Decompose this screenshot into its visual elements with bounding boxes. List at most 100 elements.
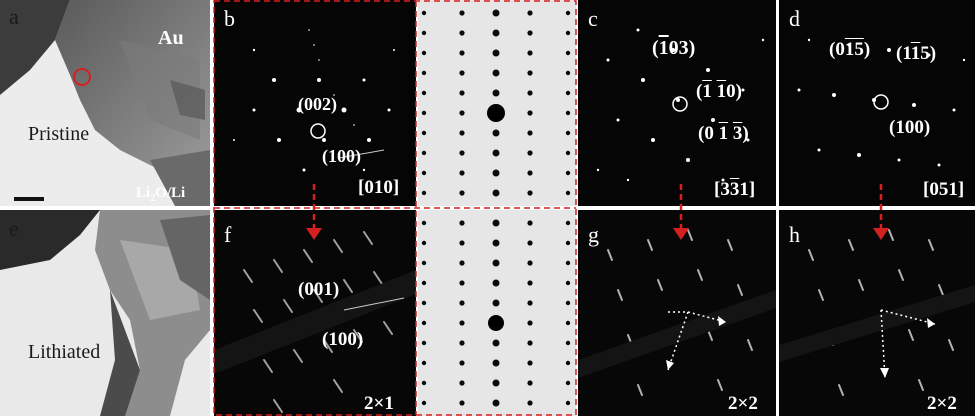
simulated-bottom-spot (459, 260, 465, 266)
simulated-bottom-spot (459, 320, 465, 326)
simulated-top-spot (459, 130, 465, 136)
panel-label-h: h (789, 222, 800, 247)
simulated-top-spot (492, 69, 500, 77)
simulated-top-spot (459, 170, 465, 176)
zone-axis-d: [051] (923, 179, 965, 200)
simulated-bottom-spot (492, 299, 500, 307)
simulated-spots-top (421, 9, 571, 197)
simulated-bottom-spot (565, 380, 571, 386)
superstructure-f: 2×1 (364, 393, 394, 414)
simulated-bottom-spot (421, 300, 427, 306)
panel-f-diffraction: f (001) (100) 2×1 (214, 210, 416, 416)
simulated-top-spot (527, 70, 533, 76)
panel-label-g: g (588, 222, 599, 247)
simulated-top-spot (459, 110, 465, 116)
simulated-top-spot (421, 150, 427, 156)
pristine-label: Pristine (28, 123, 90, 145)
simulated-bottom-spot (421, 320, 427, 326)
diffraction-streaks-g (578, 229, 776, 396)
simulated-bottom-spot (492, 279, 500, 287)
li2o-li-label: Li2O/Li (136, 185, 186, 204)
simulated-bottom-spot (421, 340, 427, 346)
simulated-top-spot (565, 90, 571, 96)
simulated-pattern-top (418, 0, 576, 206)
simulated-bottom-spot (421, 260, 427, 266)
simulated-top-spot (421, 170, 427, 176)
simulated-bottom-spot (421, 220, 427, 226)
simulated-bottom-spot (527, 280, 533, 286)
simulated-bottom-spot (565, 360, 571, 366)
simulated-top-spot (527, 50, 533, 56)
simulated-top-spot (565, 190, 571, 196)
simulated-bottom-spot (421, 280, 427, 286)
lithiated-label: Lithiated (28, 341, 101, 363)
simulated-top-spot (459, 30, 465, 36)
simulated-top-spot (421, 10, 427, 16)
simulated-top-spot (421, 130, 427, 136)
simulated-bottom-spot (565, 320, 571, 326)
simulated-bottom-spot (459, 220, 465, 226)
panel-label-a: a (9, 4, 19, 29)
simulated-bottom-spot (527, 220, 533, 226)
spot-label-002: (002) (298, 94, 337, 114)
simulated-top-spot (421, 190, 427, 196)
panel-label-e: e (9, 216, 19, 241)
simulated-bottom-spot (459, 340, 465, 346)
simulated-top-spot (492, 49, 500, 57)
simulated-bottom-spot (421, 240, 427, 246)
simulated-bottom-spot (492, 379, 500, 387)
tem-image-e (0, 210, 210, 416)
simulated-top-spot (527, 190, 533, 196)
simulated-top-spot (421, 90, 427, 96)
simulated-top-spot (527, 170, 533, 176)
spot-label-d1: (015) (829, 39, 871, 60)
simulated-bottom-central-beam (488, 315, 504, 331)
panel-label-b: b (224, 6, 235, 31)
simulated-top-spot (565, 150, 571, 156)
simulated-pattern-bottom (418, 210, 576, 416)
superstructure-g: 2×2 (728, 393, 758, 414)
panel-h-diffraction: h 2×2 (779, 210, 975, 416)
simulated-bottom-spot (527, 400, 533, 406)
simulated-bottom-spot (565, 220, 571, 226)
superstructure-h: 2×2 (927, 393, 957, 414)
diffraction-spots-c (596, 28, 765, 182)
spot-label-c3: (0 1 3) (698, 123, 749, 144)
simulated-bottom-spot (527, 360, 533, 366)
simulated-bottom-spot (459, 300, 465, 306)
simulated-bottom-spot (565, 340, 571, 346)
simulated-bottom-spot (421, 400, 427, 406)
simulated-spots-bottom (421, 219, 571, 407)
simulated-bottom-spot (421, 360, 427, 366)
simulated-top-spot (492, 149, 500, 157)
panel-c-diffraction: c (103) (1 10) (0 1 3) [331] (578, 0, 776, 206)
simulated-top-spot (565, 50, 571, 56)
au-label: Au (158, 27, 184, 49)
simulated-top-spot (459, 10, 465, 16)
simulated-top-spot (527, 110, 533, 116)
simulated-top-spot (492, 29, 500, 37)
simulated-top-spot (492, 89, 500, 97)
simulated-top-spot (421, 50, 427, 56)
simulated-bottom-spot (527, 340, 533, 346)
panel-g-diffraction: g 2×2 (578, 210, 776, 416)
simulated-top-central-beam (487, 104, 505, 122)
simulated-bottom-spot (492, 359, 500, 367)
simulated-top-spot (421, 70, 427, 76)
simulated-bottom-spot (492, 399, 500, 407)
simulated-bottom-spot (527, 240, 533, 246)
simulated-top-spot (459, 70, 465, 76)
simulated-top-spot (527, 150, 533, 156)
simulated-bottom-spot (492, 219, 500, 227)
spot-label-d3: (100) (889, 117, 931, 138)
simulated-top-spot (492, 189, 500, 197)
spot-label-100: (100) (322, 146, 361, 166)
simulated-top-spot (459, 90, 465, 96)
simulated-bottom-spot (565, 240, 571, 246)
simulated-top-spot (492, 9, 500, 17)
simulated-top-spot (421, 30, 427, 36)
simulated-top-spot (565, 130, 571, 136)
simulated-bottom-spot (459, 360, 465, 366)
simulated-bottom-spot (565, 260, 571, 266)
